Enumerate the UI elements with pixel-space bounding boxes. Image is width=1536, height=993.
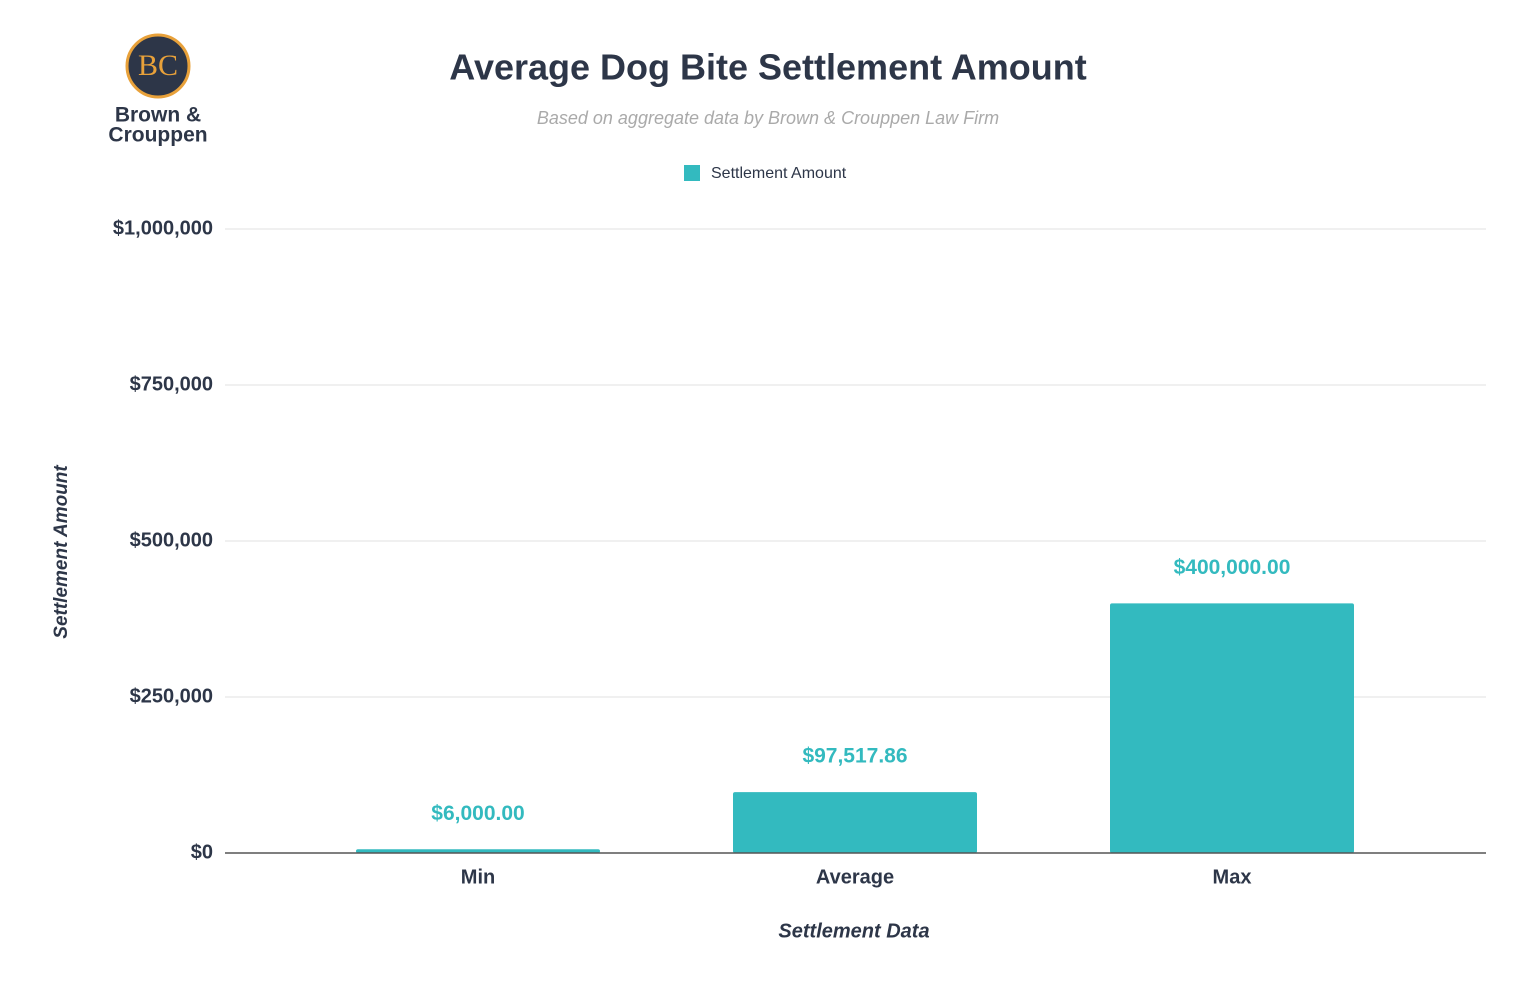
value-label: $6,000.00	[431, 802, 524, 825]
y-axis-label: Settlement Amount	[51, 465, 72, 639]
logo-name: Brown &	[115, 104, 201, 127]
y-tick-label: $750,000	[130, 373, 213, 395]
x-tick-label: Max	[1213, 866, 1252, 888]
logo-initials: BC	[138, 49, 178, 82]
x-axis-label: Settlement Data	[778, 920, 929, 942]
value-label: $97,517.86	[802, 745, 907, 768]
x-tick-label: Min	[461, 866, 495, 888]
y-tick-label: $1,000,000	[113, 217, 213, 239]
bar	[733, 792, 977, 853]
x-tick-label: Average	[816, 866, 894, 888]
y-tick-label: $0	[191, 841, 213, 863]
logo-name: Crouppen	[108, 124, 207, 147]
y-tick-label: $250,000	[130, 685, 213, 707]
legend-swatch	[684, 165, 700, 181]
bar	[1110, 603, 1354, 853]
y-tick-label: $500,000	[130, 529, 213, 551]
chart-title: Average Dog Bite Settlement Amount	[449, 47, 1086, 88]
chart-subtitle: Based on aggregate data by Brown & Croup…	[537, 108, 999, 128]
logo-badge	[125, 33, 191, 99]
value-label: $400,000.00	[1174, 556, 1291, 579]
legend-label: Settlement Amount	[711, 165, 847, 182]
bar	[356, 849, 600, 853]
